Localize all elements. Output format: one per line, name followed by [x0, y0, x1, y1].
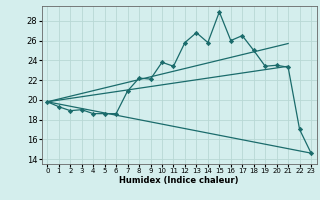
X-axis label: Humidex (Indice chaleur): Humidex (Indice chaleur) — [119, 176, 239, 185]
